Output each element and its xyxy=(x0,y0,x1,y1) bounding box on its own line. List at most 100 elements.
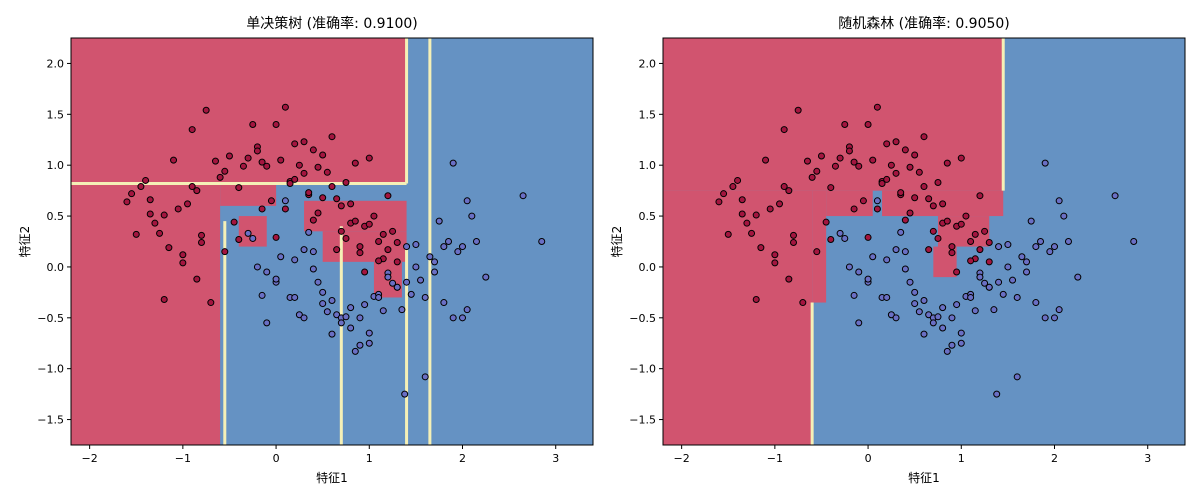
data-point-class1 xyxy=(1032,299,1040,307)
axes-frame xyxy=(662,37,1186,446)
data-point-class0 xyxy=(291,175,299,183)
data-point-class0 xyxy=(337,227,345,235)
y-tick-label: −1.5 xyxy=(37,414,64,427)
data-point-class0 xyxy=(365,220,373,228)
data-point-class0 xyxy=(776,200,784,208)
data-point-class0 xyxy=(939,200,947,208)
data-point-class0 xyxy=(752,295,760,303)
data-point-class1 xyxy=(934,313,942,321)
data-point-class0 xyxy=(235,235,243,243)
x-tick-label: 1 xyxy=(366,452,373,465)
data-point-class0 xyxy=(165,244,173,252)
data-point-class1 xyxy=(356,314,364,322)
data-point-class0 xyxy=(309,146,317,154)
data-point-class0 xyxy=(188,183,196,191)
data-point-class1 xyxy=(440,299,448,307)
data-point-class1 xyxy=(309,248,317,256)
data-point-class0 xyxy=(911,194,919,202)
data-point-class1 xyxy=(1032,243,1040,251)
data-point-class1 xyxy=(957,329,965,337)
data-point-class1 xyxy=(309,265,317,273)
data-point-class0 xyxy=(808,173,816,181)
data-point-class1 xyxy=(1037,238,1045,245)
decision-region-class0 xyxy=(71,183,221,445)
data-point-class1 xyxy=(403,278,411,286)
data-point-class0 xyxy=(128,190,136,198)
data-point-class1 xyxy=(1130,238,1138,245)
data-point-class0 xyxy=(375,257,383,265)
data-point-class1 xyxy=(431,268,439,276)
data-point-class1 xyxy=(342,313,350,321)
decision-region-class0 xyxy=(71,38,407,184)
data-point-class0 xyxy=(915,168,923,176)
data-point-class1 xyxy=(417,276,425,284)
y-tick-label: 0.5 xyxy=(47,210,65,223)
y-tick-label: 1.5 xyxy=(47,108,65,121)
data-point-class0 xyxy=(146,196,154,204)
data-point-class1 xyxy=(948,341,956,349)
data-point-class0 xyxy=(258,205,266,213)
data-point-class1 xyxy=(892,314,900,322)
data-point-class0 xyxy=(314,163,322,171)
data-point-class1 xyxy=(421,293,429,301)
y-axis-label: 特征2 xyxy=(17,226,32,258)
data-point-class1 xyxy=(445,238,453,245)
data-point-class1 xyxy=(459,314,466,322)
data-point-class1 xyxy=(999,290,1007,298)
data-point-class0 xyxy=(827,184,835,192)
data-point-class0 xyxy=(827,235,835,243)
data-point-class0 xyxy=(859,197,867,205)
data-point-class1 xyxy=(319,288,327,296)
data-point-class0 xyxy=(211,157,219,165)
x-tick-label: 1 xyxy=(958,452,965,465)
data-point-class0 xyxy=(142,176,150,184)
data-point-class0 xyxy=(771,259,779,267)
data-point-class1 xyxy=(920,297,928,305)
data-point-class0 xyxy=(351,159,359,167)
data-point-class0 xyxy=(216,173,224,181)
data-point-class1 xyxy=(993,390,1001,398)
data-point-class1 xyxy=(314,278,322,286)
data-point-class0 xyxy=(179,251,187,259)
data-point-class0 xyxy=(757,244,765,252)
data-point-class0 xyxy=(146,210,154,218)
data-point-class0 xyxy=(892,138,900,146)
data-point-class1 xyxy=(1046,248,1054,256)
data-point-class0 xyxy=(976,192,984,200)
y-tick-label: −1.0 xyxy=(37,363,64,376)
data-point-class0 xyxy=(356,249,364,257)
data-point-class0 xyxy=(361,268,369,276)
data-point-class0 xyxy=(869,156,877,164)
data-point-class0 xyxy=(300,169,308,177)
data-point-class1 xyxy=(911,300,919,308)
data-point-class1 xyxy=(389,279,397,287)
data-point-class0 xyxy=(925,195,933,203)
data-point-class0 xyxy=(985,239,993,247)
data-point-class0 xyxy=(160,211,168,219)
data-point-class0 xyxy=(221,248,229,256)
data-point-class1 xyxy=(538,238,546,245)
x-tick-label: 0 xyxy=(273,452,280,465)
data-point-class0 xyxy=(803,157,811,165)
data-point-class0 xyxy=(351,217,359,225)
data-point-class0 xyxy=(170,156,178,164)
data-point-class1 xyxy=(440,243,448,251)
data-point-class0 xyxy=(724,230,732,238)
data-point-class1 xyxy=(901,248,909,256)
x-tick-label: 3 xyxy=(552,452,559,465)
data-point-class0 xyxy=(855,162,863,170)
decision-region-class0 xyxy=(220,183,277,206)
data-point-class1 xyxy=(939,324,947,332)
data-point-class0 xyxy=(743,219,751,227)
data-point-class0 xyxy=(356,243,364,251)
data-point-class0 xyxy=(813,167,821,175)
data-point-class0 xyxy=(892,169,900,177)
data-point-class1 xyxy=(850,291,858,299)
data-point-class0 xyxy=(193,187,201,195)
data-point-class0 xyxy=(198,231,205,239)
data-point-class1 xyxy=(855,319,863,327)
y-tick-label: 2.0 xyxy=(639,57,657,70)
data-point-class1 xyxy=(463,197,471,205)
data-point-class1 xyxy=(421,373,429,381)
data-point-class1 xyxy=(482,273,490,281)
